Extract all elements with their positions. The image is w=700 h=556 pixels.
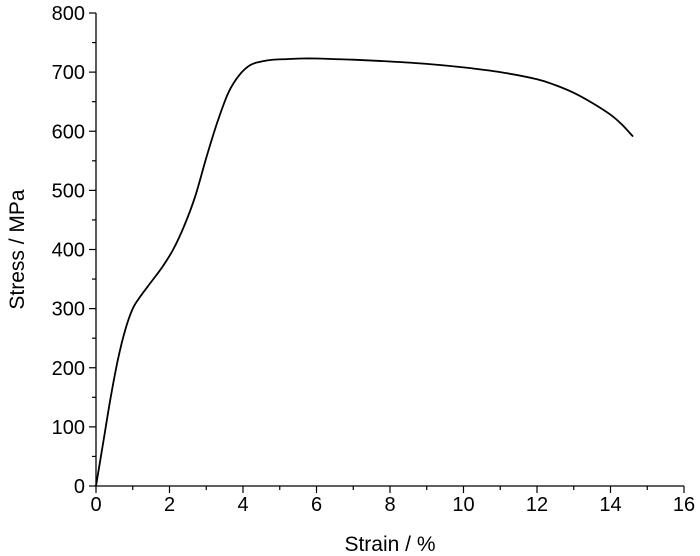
x-tick-label: 4 xyxy=(237,494,248,516)
x-axis-label: Strain / % xyxy=(344,533,435,556)
y-tick-label: 500 xyxy=(52,180,85,202)
x-tick-label: 12 xyxy=(526,494,548,516)
x-tick-label: 16 xyxy=(673,494,695,516)
stress-strain-curve xyxy=(95,57,634,487)
y-tick-label: 200 xyxy=(52,358,85,380)
y-tick-label: 0 xyxy=(74,476,85,498)
y-tick-label: 300 xyxy=(52,299,85,321)
x-tick-label: 6 xyxy=(311,494,322,516)
y-axis-label: Stress / MPa xyxy=(6,189,29,310)
x-tick-label: 8 xyxy=(384,494,395,516)
x-tick-label: 10 xyxy=(452,494,474,516)
y-axis-ticks xyxy=(89,12,96,487)
x-axis-ticks xyxy=(95,486,685,493)
y-tick-label: 100 xyxy=(52,417,85,439)
x-tick-label: 2 xyxy=(164,494,175,516)
y-tick-label: 700 xyxy=(52,62,85,84)
x-tick-labels: 0 2 4 6 8 10 12 14 16 xyxy=(90,494,695,516)
y-tick-labels: 0 100 200 300 400 500 600 700 800 xyxy=(52,3,85,498)
y-tick-label: 600 xyxy=(52,121,85,143)
x-tick-label: 14 xyxy=(599,494,621,516)
y-tick-label: 800 xyxy=(52,3,85,25)
x-tick-label: 0 xyxy=(90,494,101,516)
y-tick-label: 400 xyxy=(52,240,85,262)
